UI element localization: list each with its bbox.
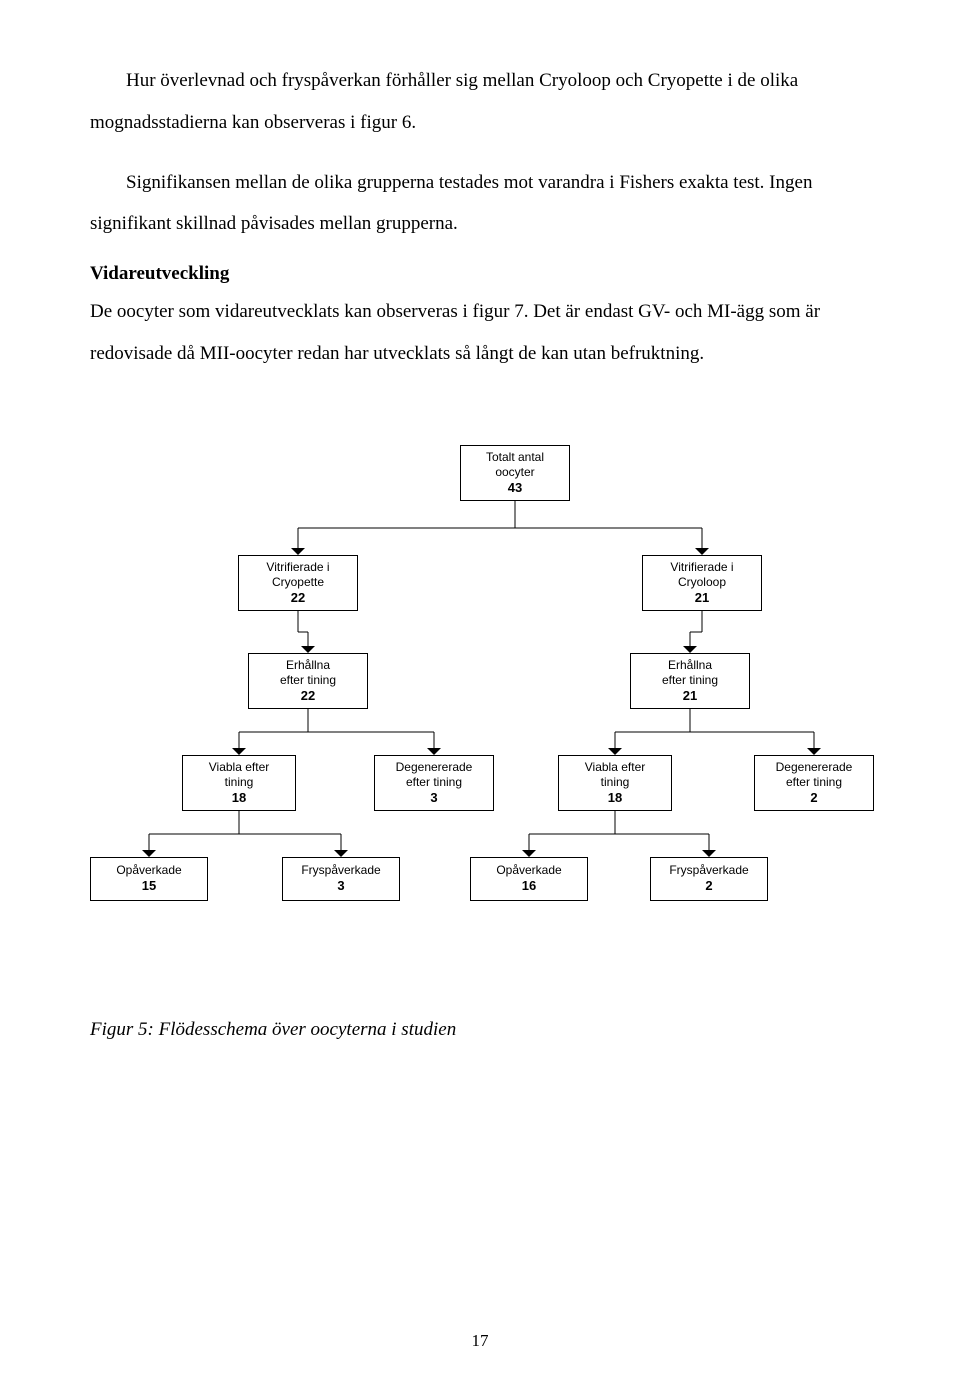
flow-node-value: 21: [695, 590, 709, 606]
flow-node-n_cl_o: Opåverkade16: [470, 857, 588, 901]
flow-node-value: 18: [608, 790, 622, 806]
flow-node-label: Fryspåverkade: [301, 863, 380, 878]
flow-node-n_cl_d: Degenereradeefter tining2: [754, 755, 874, 811]
flow-node-n_root: Totalt antaloocyter43: [460, 445, 570, 501]
flow-node-n_cl_v: Viabla eftertining18: [558, 755, 672, 811]
flow-node-value: 3: [430, 790, 437, 806]
paragraph-1a: Hur överlevnad och fryspåverkan förhålle…: [90, 60, 870, 144]
flow-node-label: Viabla eftertining: [585, 760, 646, 790]
paragraph-1b: Signifikansen mellan de olika grupperna …: [90, 162, 870, 246]
flow-node-label: Totalt antaloocyter: [486, 450, 544, 480]
section-heading: Vidareutveckling: [90, 263, 870, 285]
flow-node-n_cl_e: Erhållnaefter tining21: [630, 653, 750, 709]
flow-node-n_cp_v: Viabla eftertining18: [182, 755, 296, 811]
flow-node-n_cp_f: Fryspåverkade3: [282, 857, 400, 901]
flowchart-svg: [90, 445, 870, 985]
flow-node-label: Erhållnaefter tining: [280, 658, 336, 688]
flow-node-label: Viabla eftertining: [209, 760, 270, 790]
flow-node-label: Degenereradeefter tining: [396, 760, 473, 790]
flow-node-value: 16: [522, 878, 536, 894]
paragraph-2: De oocyter som vidareutvecklats kan obse…: [90, 291, 870, 375]
flow-node-value: 22: [301, 688, 315, 704]
flow-node-label: Degenereradeefter tining: [776, 760, 853, 790]
flow-node-value: 2: [810, 790, 817, 806]
flow-node-value: 18: [232, 790, 246, 806]
flow-node-label: Vitrifierade iCryoloop: [670, 560, 733, 590]
flow-node-value: 21: [683, 688, 697, 704]
flow-node-n_cp_e: Erhållnaefter tining22: [248, 653, 368, 709]
flow-node-label: Vitrifierade iCryopette: [266, 560, 329, 590]
flow-node-label: Fryspåverkade: [669, 863, 748, 878]
flow-node-value: 3: [337, 878, 344, 894]
flow-node-n_cl_f: Fryspåverkade2: [650, 857, 768, 901]
flow-node-value: 15: [142, 878, 156, 894]
page-number: 17: [0, 1331, 960, 1351]
flow-node-label: Opåverkade: [496, 863, 561, 878]
flow-node-n_cl: Vitrifierade iCryoloop21: [642, 555, 762, 611]
flow-node-value: 43: [508, 480, 522, 496]
flow-node-label: Erhållnaefter tining: [662, 658, 718, 688]
flow-node-n_cp_o: Opåverkade15: [90, 857, 208, 901]
flow-node-label: Opåverkade: [116, 863, 181, 878]
flow-node-value: 2: [705, 878, 712, 894]
flow-node-n_cp: Vitrifierade iCryopette22: [238, 555, 358, 611]
flow-node-value: 22: [291, 590, 305, 606]
figure-caption: Figur 5: Flödesschema över oocyterna i s…: [90, 1019, 870, 1041]
flow-node-n_cp_d: Degenereradeefter tining3: [374, 755, 494, 811]
flowchart: Totalt antaloocyter43 Vitrifierade iCryop…: [90, 445, 870, 985]
document-page: Hur överlevnad och fryspåverkan förhålle…: [0, 0, 960, 1379]
